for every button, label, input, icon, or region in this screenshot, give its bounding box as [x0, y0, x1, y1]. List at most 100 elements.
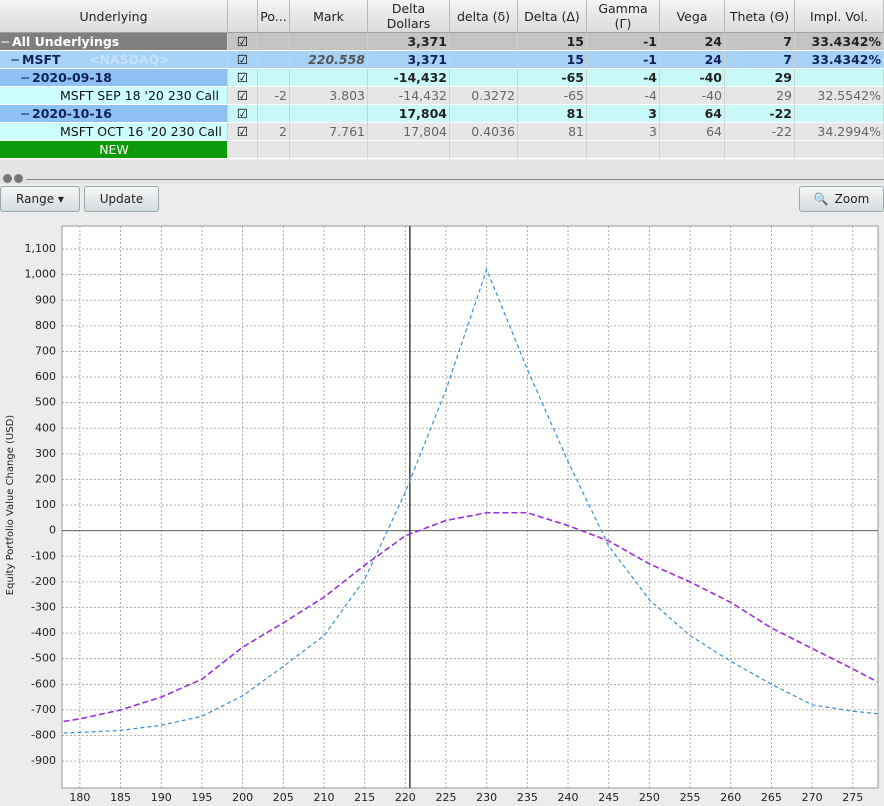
table-value: 15 — [566, 34, 584, 49]
update-button[interactable]: Update — [84, 186, 159, 212]
x-tick-label: 180 — [69, 791, 90, 804]
column-header[interactable]: Delta (Δ) — [518, 0, 587, 33]
expander[interactable]: − — [0, 34, 11, 49]
row-checkbox[interactable]: ☑ — [228, 33, 258, 51]
table-cell — [587, 69, 660, 87]
y-tick-label: -800 — [31, 729, 56, 742]
column-header[interactable]: Gamma (Γ) — [587, 0, 660, 33]
table-cell — [258, 105, 290, 123]
table-cell — [725, 123, 795, 141]
y-tick-label: 800 — [35, 319, 56, 332]
table-cell — [290, 105, 368, 123]
x-tick-label: 255 — [680, 791, 701, 804]
table-cell — [587, 141, 660, 159]
y-tick-label: 300 — [35, 447, 56, 460]
range-button[interactable]: Range ▾ — [0, 186, 80, 212]
table-cell — [290, 87, 368, 105]
splitter-line — [26, 179, 884, 180]
column-header[interactable]: Impl. Vol. — [795, 0, 884, 33]
column-header[interactable]: delta (δ) — [450, 0, 518, 33]
y-axis-label: Equity Portfolio Value Change (USD) — [5, 415, 16, 595]
x-tick-label: 205 — [273, 791, 294, 804]
row-label: 2020-09-18 — [32, 70, 112, 85]
table-cell — [518, 69, 587, 87]
button-label: Range — [16, 192, 55, 206]
splitter — [0, 160, 884, 184]
table-cell — [450, 123, 518, 141]
table-cell — [258, 33, 290, 51]
table-cell — [795, 69, 884, 87]
table-cell — [450, 33, 518, 51]
row-checkbox[interactable]: ☑ — [228, 105, 258, 123]
y-tick-label: 200 — [35, 472, 56, 485]
expand-icon[interactable] — [14, 174, 23, 183]
zoom-button[interactable]: 🔍 Zoom — [799, 186, 884, 212]
expander[interactable]: − — [10, 52, 21, 67]
x-tick-label: 195 — [191, 791, 212, 804]
row-checkbox[interactable]: ☑ — [228, 69, 258, 87]
table-cell — [0, 33, 228, 51]
column-header[interactable]: Underlying — [0, 0, 228, 33]
table-value: 0.4036 — [471, 124, 515, 139]
table-cell — [450, 51, 518, 69]
table-cell — [0, 87, 228, 105]
table-cell — [660, 51, 725, 69]
column-header[interactable]: Po... — [258, 0, 290, 33]
row-checkbox[interactable]: ☑ — [228, 51, 258, 69]
expander[interactable]: − — [20, 106, 31, 121]
table-value: -65 — [563, 88, 584, 103]
table-cell — [587, 51, 660, 69]
table-cell — [450, 87, 518, 105]
table-cell — [587, 123, 660, 141]
column-header[interactable]: Theta (Θ) — [725, 0, 795, 33]
row-label: MSFT — [22, 52, 61, 67]
zoom-icon: 🔍 — [813, 192, 829, 206]
x-tick-label: 260 — [720, 791, 741, 804]
table-cell — [450, 105, 518, 123]
button-label: Zoom — [834, 192, 870, 206]
table-value: 24 — [704, 52, 722, 67]
table-cell — [660, 123, 725, 141]
table-cell — [660, 105, 725, 123]
table-cell — [258, 87, 290, 105]
table-value: -1 — [643, 52, 657, 67]
table-value: 3 — [648, 106, 657, 121]
collapse-icon[interactable] — [3, 174, 12, 183]
table-cell — [725, 51, 795, 69]
table-value: 3.803 — [329, 88, 365, 103]
table-cell — [368, 87, 450, 105]
x-tick-label: 225 — [436, 791, 457, 804]
y-tick-label: -700 — [31, 703, 56, 716]
row-label: MSFT SEP 18 '20 230 Call — [60, 88, 220, 103]
exchange-label: <NASDAQ> — [89, 52, 170, 67]
x-tick-label: 220 — [395, 791, 416, 804]
table-value: 15 — [566, 52, 584, 67]
x-tick-label: 275 — [842, 791, 863, 804]
column-header[interactable]: Mark — [290, 0, 368, 33]
table-cell — [368, 123, 450, 141]
row-label: NEW — [99, 142, 129, 157]
table-cell — [518, 51, 587, 69]
column-header[interactable]: Vega — [660, 0, 725, 33]
table-cell — [725, 87, 795, 105]
table-value: 7 — [783, 34, 792, 49]
table-cell — [725, 69, 795, 87]
x-tick-label: 235 — [517, 791, 538, 804]
y-tick-label: -300 — [31, 600, 56, 613]
table-value: 81 — [568, 124, 584, 139]
table-cell — [725, 141, 795, 159]
row-checkbox[interactable]: ☑ — [228, 123, 258, 141]
table-value: 33.4342% — [811, 34, 881, 49]
table-cell — [0, 105, 228, 123]
expander[interactable]: − — [20, 70, 31, 85]
table-cell — [228, 141, 258, 159]
column-header[interactable]: Delta Dollars — [368, 0, 450, 33]
y-tick-label: 1,100 — [25, 242, 57, 255]
table-cell — [518, 141, 587, 159]
y-tick-label: 100 — [35, 498, 56, 511]
row-checkbox[interactable]: ☑ — [228, 87, 258, 105]
table-cell — [368, 33, 450, 51]
y-tick-label: 0 — [49, 524, 56, 537]
table-cell — [725, 33, 795, 51]
